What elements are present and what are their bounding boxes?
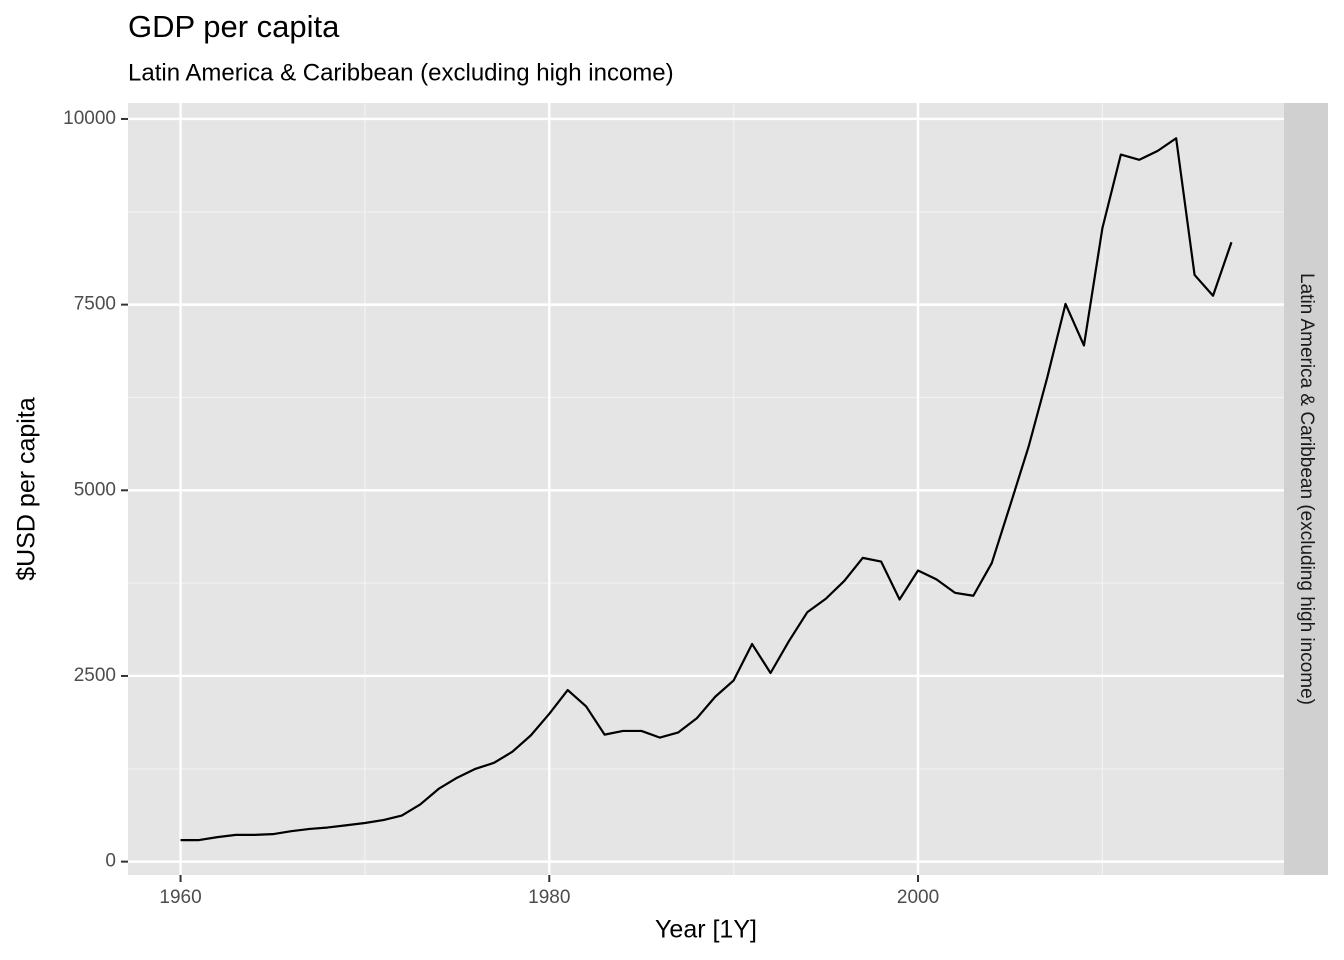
data-line <box>180 137 1233 842</box>
y-tick-label: 2500 <box>74 665 116 686</box>
y-tick-label: 0 <box>105 851 116 872</box>
y-tick-label: 5000 <box>74 479 116 500</box>
x-tick-label: 2000 <box>897 887 939 908</box>
x-tick-label: 1960 <box>159 887 201 908</box>
y-axis-title: $USD per capita <box>13 397 41 581</box>
chart-subtitle: Latin America & Caribbean (excluding hig… <box>128 59 674 86</box>
facet-strip <box>1284 103 1328 875</box>
chart-title: GDP per capita <box>128 9 340 44</box>
x-tick-label: 1980 <box>528 887 570 908</box>
y-tick-label: 7500 <box>74 294 116 315</box>
y-tick-label: 10000 <box>63 108 116 129</box>
panel <box>128 103 1284 875</box>
facet-label: Latin America & Caribbean (excluding hig… <box>1296 273 1317 705</box>
x-axis-title: Year [1Y] <box>655 916 757 944</box>
